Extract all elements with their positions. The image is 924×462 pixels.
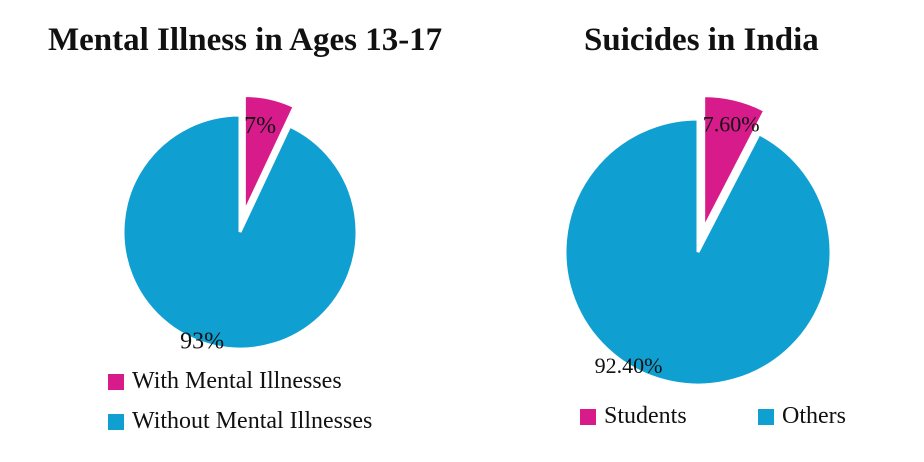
legend-item-students: Students [580,403,687,430]
legend-item-with-mental-illnesses: With Mental Illnesses [108,368,342,395]
legend-label: Students [604,403,687,429]
legend-swatch [758,408,774,425]
legend-label: Others [782,403,846,429]
pie-slice-without-mental-illnesses [121,113,359,351]
legend-swatch [580,408,596,425]
data-label: 7% [244,113,276,139]
legend-item-others: Others [758,403,846,430]
pie-chart-mental-illness: Mental Illness in Ages 13-17 7% 93% With … [48,22,443,435]
pie-plot: 7.60% 92.40% [563,94,833,387]
pie-slice-others [563,117,833,387]
data-label: 93% [180,328,224,354]
data-label: 92.40% [595,353,663,378]
legend-swatch [108,413,124,430]
pie-slice-with-mental-illnesses [242,93,297,214]
data-label: 7.60% [703,112,760,137]
chart-title: Mental Illness in Ages 13-17 [48,22,443,58]
pie-plot: 7% 93% [121,93,359,354]
pie-chart-suicides-india: Suicides in India 7.60% 92.40% Students O… [470,0,924,462]
legend-label: Without Mental Illnesses [132,408,373,434]
chart-title: Suicides in India [584,22,819,58]
legend-label: With Mental Illnesses [132,368,342,394]
legend-item-without-mental-illnesses: Without Mental Illnesses [108,408,372,435]
legend-swatch [108,373,124,390]
pie-slice-students [702,94,767,230]
